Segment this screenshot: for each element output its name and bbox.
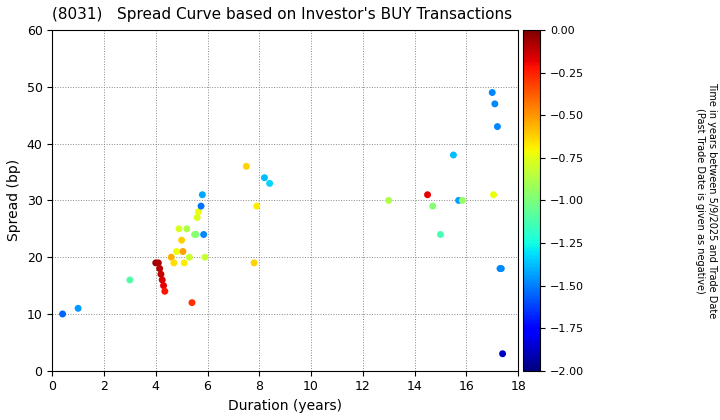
Point <box>174 226 185 232</box>
Point <box>166 254 177 260</box>
Point <box>448 152 459 158</box>
Point <box>156 276 168 283</box>
Point <box>383 197 395 204</box>
Point <box>158 282 169 289</box>
Point <box>489 100 500 107</box>
Point <box>159 288 171 295</box>
Point <box>456 197 468 204</box>
Point <box>258 174 270 181</box>
Point <box>156 271 167 278</box>
Point <box>427 203 438 210</box>
Point <box>195 203 207 210</box>
Point <box>150 260 161 266</box>
Point <box>184 254 195 260</box>
Point <box>487 192 499 198</box>
Point <box>124 276 135 283</box>
Point <box>492 123 503 130</box>
X-axis label: Duration (years): Duration (years) <box>228 399 342 413</box>
Point <box>197 192 208 198</box>
Point <box>199 254 211 260</box>
Point <box>193 208 204 215</box>
Point <box>198 231 210 238</box>
Point <box>495 265 507 272</box>
Y-axis label: Time in years between 5/9/2025 and Trade Date
(Past Trade Date is given as negat: Time in years between 5/9/2025 and Trade… <box>695 82 716 318</box>
Point <box>251 203 263 210</box>
Point <box>177 248 189 255</box>
Point <box>189 231 200 238</box>
Point <box>171 248 182 255</box>
Point <box>192 214 203 221</box>
Point <box>494 265 505 272</box>
Point <box>153 260 164 266</box>
Point <box>154 265 166 272</box>
Point <box>181 226 192 232</box>
Point <box>264 180 276 187</box>
Point <box>487 89 498 96</box>
Point <box>168 260 179 266</box>
Point <box>240 163 252 170</box>
Y-axis label: Spread (bp): Spread (bp) <box>7 159 21 242</box>
Point <box>422 192 433 198</box>
Text: (8031)   Spread Curve based on Investor's BUY Transactions: (8031) Spread Curve based on Investor's … <box>53 7 513 22</box>
Point <box>190 231 202 238</box>
Point <box>179 260 190 266</box>
Point <box>176 237 187 244</box>
Point <box>497 350 508 357</box>
Point <box>453 197 464 204</box>
Point <box>186 299 198 306</box>
Point <box>248 260 260 266</box>
Point <box>435 231 446 238</box>
Point <box>72 305 84 312</box>
Point <box>57 311 68 318</box>
